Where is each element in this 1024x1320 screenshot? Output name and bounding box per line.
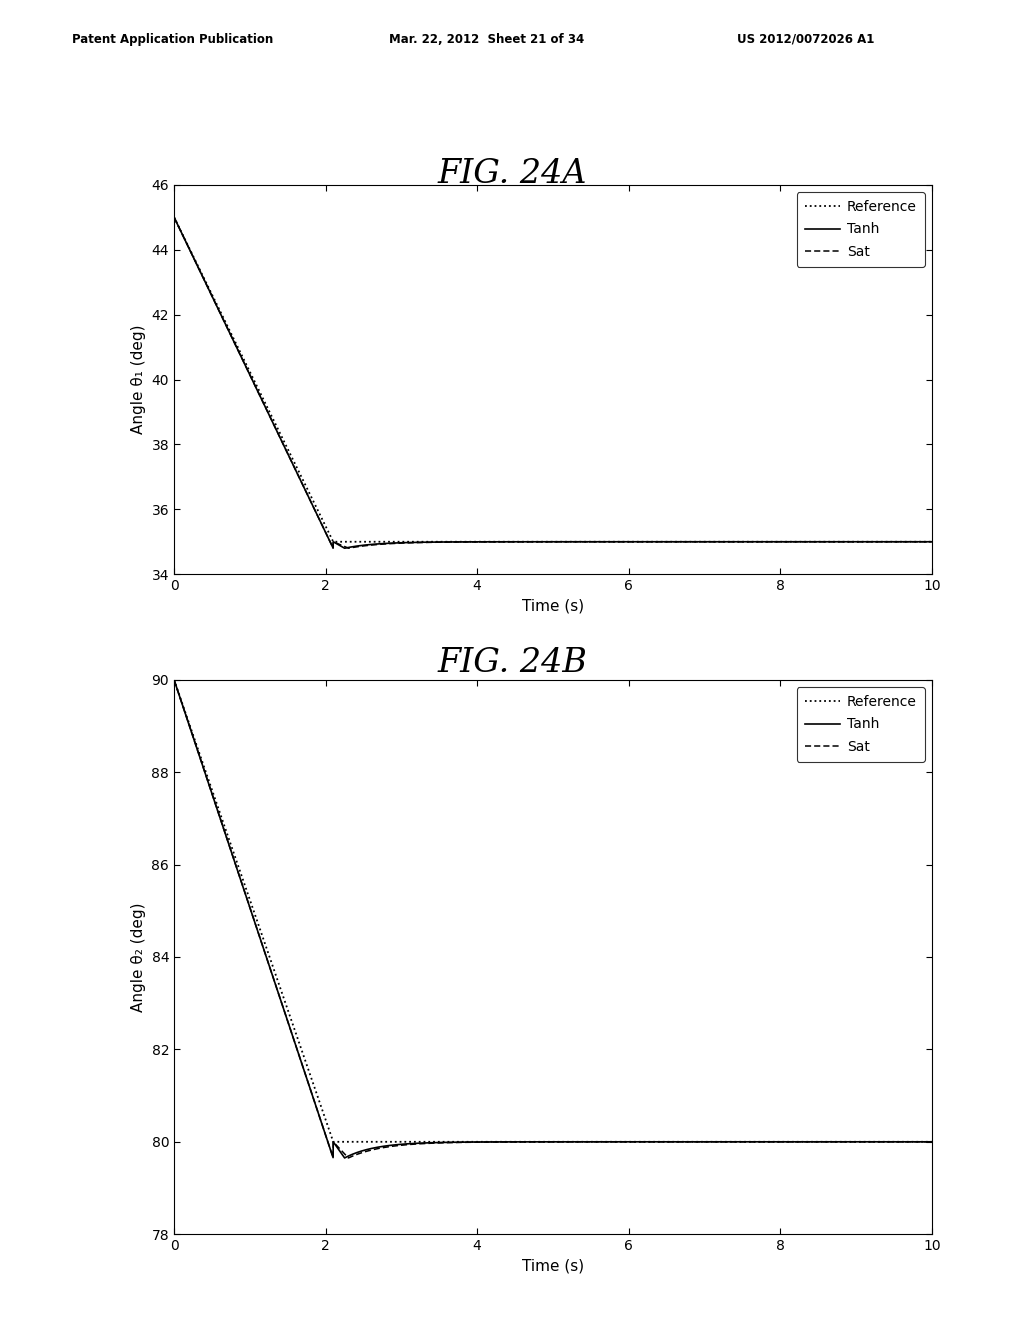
Sat <box>792 1134 804 1150</box>
Sat <box>305 495 317 511</box>
Line: Reference: Reference <box>174 680 932 1142</box>
Tanh <box>660 1134 673 1150</box>
Tanh <box>926 533 938 549</box>
Y-axis label: Angle θ₂ (deg): Angle θ₂ (deg) <box>131 903 145 1011</box>
Sat <box>305 1085 317 1101</box>
Tanh <box>168 672 180 688</box>
Reference <box>327 1134 339 1150</box>
Reference <box>458 533 470 549</box>
Reference <box>168 210 180 226</box>
Tanh <box>339 1150 351 1166</box>
Text: US 2012/0072026 A1: US 2012/0072026 A1 <box>737 33 874 46</box>
Tanh <box>339 540 351 556</box>
Sat <box>926 1134 938 1150</box>
Text: FIG. 24B: FIG. 24B <box>437 647 587 678</box>
Reference <box>458 1134 470 1150</box>
Tanh <box>623 1134 635 1150</box>
Sat <box>458 535 470 550</box>
Tanh <box>733 533 745 549</box>
Tanh <box>792 1134 804 1150</box>
Sat <box>660 533 673 549</box>
Tanh <box>792 533 804 549</box>
Tanh <box>458 1134 470 1150</box>
Sat <box>926 533 938 549</box>
Reference <box>926 1134 938 1150</box>
Sat <box>733 533 745 549</box>
Line: Sat: Sat <box>174 680 932 1158</box>
X-axis label: Time (s): Time (s) <box>522 598 584 614</box>
Reference <box>926 533 938 549</box>
Reference <box>168 672 180 688</box>
Legend: Reference, Tanh, Sat: Reference, Tanh, Sat <box>797 191 925 267</box>
Tanh <box>733 1134 745 1150</box>
Sat <box>623 1134 635 1150</box>
Reference <box>792 1134 804 1150</box>
Tanh <box>305 495 317 511</box>
Tanh <box>926 1134 938 1150</box>
Line: Tanh: Tanh <box>174 680 932 1158</box>
Reference <box>660 1134 673 1150</box>
Reference <box>623 533 635 549</box>
Sat <box>458 1134 470 1150</box>
Reference <box>305 490 317 506</box>
Text: Patent Application Publication: Patent Application Publication <box>72 33 273 46</box>
Y-axis label: Angle θ₁ (deg): Angle θ₁ (deg) <box>131 325 146 434</box>
Reference <box>327 533 339 549</box>
Tanh <box>660 533 673 549</box>
Sat <box>792 533 804 549</box>
Text: Mar. 22, 2012  Sheet 21 of 34: Mar. 22, 2012 Sheet 21 of 34 <box>389 33 585 46</box>
Sat <box>342 1150 354 1166</box>
Tanh <box>168 210 180 226</box>
Reference <box>733 1134 745 1150</box>
Sat <box>623 533 635 549</box>
Tanh <box>458 535 470 550</box>
Sat <box>168 210 180 226</box>
Tanh <box>305 1085 317 1101</box>
Reference <box>623 1134 635 1150</box>
Text: FIG. 24A: FIG. 24A <box>437 158 587 190</box>
Line: Reference: Reference <box>174 218 932 541</box>
X-axis label: Time (s): Time (s) <box>522 1258 584 1274</box>
Sat <box>660 1134 673 1150</box>
Sat <box>733 1134 745 1150</box>
Reference <box>305 1072 317 1088</box>
Line: Tanh: Tanh <box>174 218 932 548</box>
Tanh <box>623 533 635 549</box>
Sat <box>168 672 180 688</box>
Legend: Reference, Tanh, Sat: Reference, Tanh, Sat <box>797 686 925 762</box>
Sat <box>342 540 354 556</box>
Reference <box>733 533 745 549</box>
Line: Sat: Sat <box>174 218 932 548</box>
Reference <box>660 533 673 549</box>
Reference <box>792 533 804 549</box>
